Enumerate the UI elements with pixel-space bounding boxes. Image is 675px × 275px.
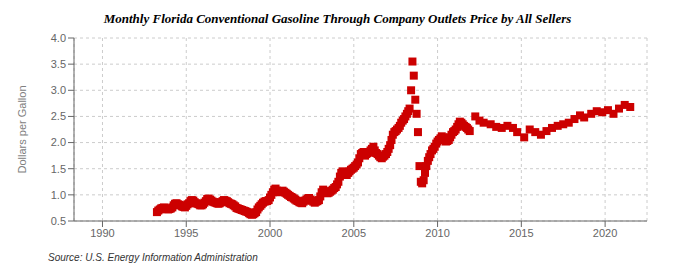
svg-text:2005: 2005: [342, 227, 366, 239]
svg-text:1.0: 1.0: [51, 189, 66, 201]
svg-text:2000: 2000: [258, 227, 282, 239]
svg-text:2.5: 2.5: [51, 110, 66, 122]
svg-text:1.5: 1.5: [51, 163, 66, 175]
svg-text:2010: 2010: [425, 227, 449, 239]
svg-text:2020: 2020: [593, 227, 617, 239]
svg-text:Dollars per Gallon: Dollars per Gallon: [16, 85, 28, 173]
svg-text:3.5: 3.5: [51, 58, 66, 70]
svg-text:0.5: 0.5: [51, 215, 66, 227]
svg-text:2.0: 2.0: [51, 136, 66, 148]
svg-text:2015: 2015: [509, 227, 533, 239]
svg-text:4.0: 4.0: [51, 32, 66, 44]
html-text:Monthly Florida Conventional G: Monthly Florida Conventional Gasoline Th…: [103, 11, 572, 26]
svg-text:1995: 1995: [174, 227, 198, 239]
svg-text:1990: 1990: [90, 227, 114, 239]
html-text:Source: U.S. Energy Informatio: Source: U.S. Energy Information Administ…: [48, 252, 258, 263]
svg-text:3.0: 3.0: [51, 84, 66, 96]
